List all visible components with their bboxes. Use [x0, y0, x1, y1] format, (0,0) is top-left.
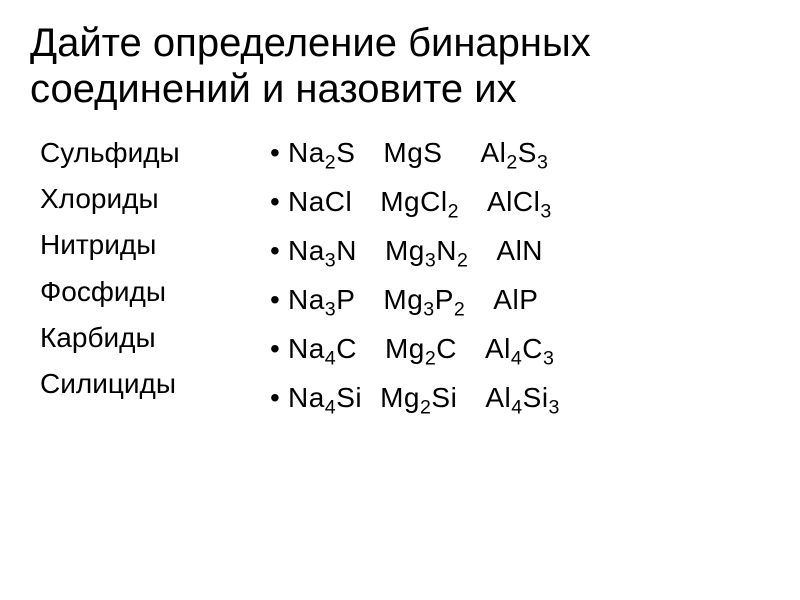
chemical-formula: Mg2C [385, 326, 457, 375]
slide-title: Дайте определение бинарных соединений и … [30, 20, 770, 112]
formula-row: •Na2S MgS Al2S3 [270, 130, 770, 179]
chemical-formula: Mg3P2 [383, 277, 465, 326]
bullet-icon: • [270, 130, 288, 176]
chemical-formula: Al4C3 [485, 326, 554, 375]
formulas-column: •Na2SMgSAl2S3•NaClMgCl2AlCl3•Na3NMg3N2Al… [260, 130, 770, 424]
bullet-icon: • [270, 179, 288, 225]
category-item: Нитриды [40, 222, 260, 268]
categories-column: Сульфиды Хлориды Нитриды Фосфиды Карбиды… [30, 130, 260, 424]
title-line-1: Дайте определение бинарных [30, 21, 591, 65]
category-item: Сульфиды [40, 130, 260, 176]
formula-row: •Na4C Mg2C Al4C3 [270, 326, 770, 375]
chemical-formula: Na2S [288, 130, 355, 179]
chemical-formula: MgS [383, 130, 442, 176]
chemical-formula: Mg3N2 [385, 228, 468, 277]
chemical-formula: Al4Si3 [485, 375, 560, 424]
bullet-icon: • [270, 326, 288, 372]
category-item: Фосфиды [40, 269, 260, 315]
chemical-formula: MgCl2 [380, 179, 459, 228]
category-item: Хлориды [40, 176, 260, 222]
category-item: Силициды [40, 361, 260, 407]
chemical-formula: Al2S3 [480, 130, 548, 179]
formula-row: •Na4Si Mg2Si Al4Si3 [270, 375, 770, 424]
chemical-formula: AlP [493, 277, 538, 323]
bullet-icon: • [270, 375, 288, 421]
chemical-formula: NaCl [288, 179, 352, 225]
chemical-formula: Na3N [288, 228, 357, 277]
category-item: Карбиды [40, 315, 260, 361]
formula-row: •Na3P Mg3P2 AlP [270, 277, 770, 326]
chemical-formula: AlCl3 [487, 179, 552, 228]
content-area: Сульфиды Хлориды Нитриды Фосфиды Карбиды… [30, 130, 770, 424]
bullet-icon: • [270, 228, 288, 274]
formula-row: •Na3N Mg3N2 AlN [270, 228, 770, 277]
chemical-formula: Na3P [288, 277, 355, 326]
formula-row: •NaCl MgCl2 AlCl3 [270, 179, 770, 228]
chemical-formula: Mg2Si [380, 375, 457, 424]
chemical-formula: Na4Si [288, 375, 362, 424]
bullet-icon: • [270, 277, 288, 323]
chemical-formula: AlN [496, 228, 543, 274]
chemical-formula: Na4C [288, 326, 357, 375]
title-line-2: соединений и назовите их [30, 67, 517, 111]
